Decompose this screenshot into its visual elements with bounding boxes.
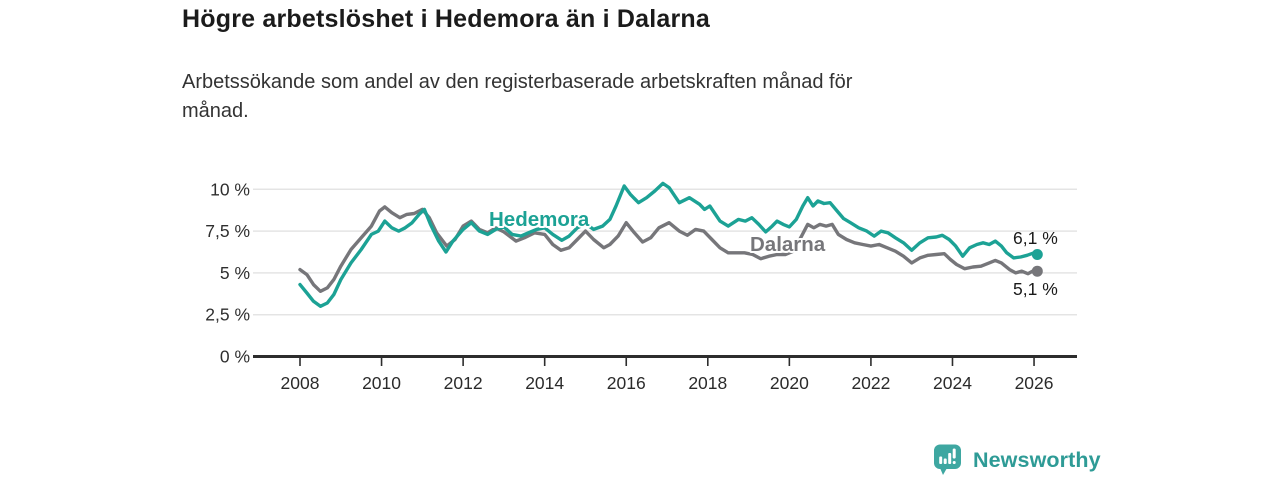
x-axis-tick-label: 2014 [525,373,564,393]
y-axis-label: 7,5 % [205,221,250,241]
newsworthy-attribution: Newsworthy [933,444,1101,476]
x-axis-tick-label: 2026 [1015,373,1054,393]
series-end-value-hedemora: 6,1 % [1013,228,1058,248]
y-axis-label: 10 % [210,179,250,199]
brand-wordmark: Newsworthy [973,447,1101,472]
series-end-dot-dalarna [1031,265,1043,277]
x-axis-tick-label: 2016 [607,373,646,393]
page-title: Högre arbetslöshet i Hedemora än i Dalar… [182,5,711,33]
chart-subtitle: Arbetssökande som andel av den registerb… [182,71,853,122]
series-end-dot-hedemora [1031,249,1043,260]
x-axis-tick-label: 2018 [688,373,727,393]
series-end-value-dalarna: 5,1 % [1013,279,1058,299]
x-axis-tick-label: 2008 [281,373,320,393]
x-axis-tick-label: 2010 [362,373,401,393]
newsworthy-logo-icon [933,444,964,476]
x-axis-tick-label: 2022 [851,373,890,393]
y-axis-label: 5 % [220,263,250,283]
x-axis-tick-label: 2020 [770,373,809,393]
series-line-hedemora [298,181,1040,308]
series-label-hedemora: Hedemora [489,208,590,231]
x-axis-tick-label: 2012 [444,373,483,393]
x-axis-tick-label: 2024 [933,373,972,393]
y-axis-label: 2,5 % [205,305,250,325]
y-axis-label: 0 % [220,347,250,367]
series-line-dalarna [298,205,1040,293]
series-label-dalarna: Dalarna [750,233,826,256]
